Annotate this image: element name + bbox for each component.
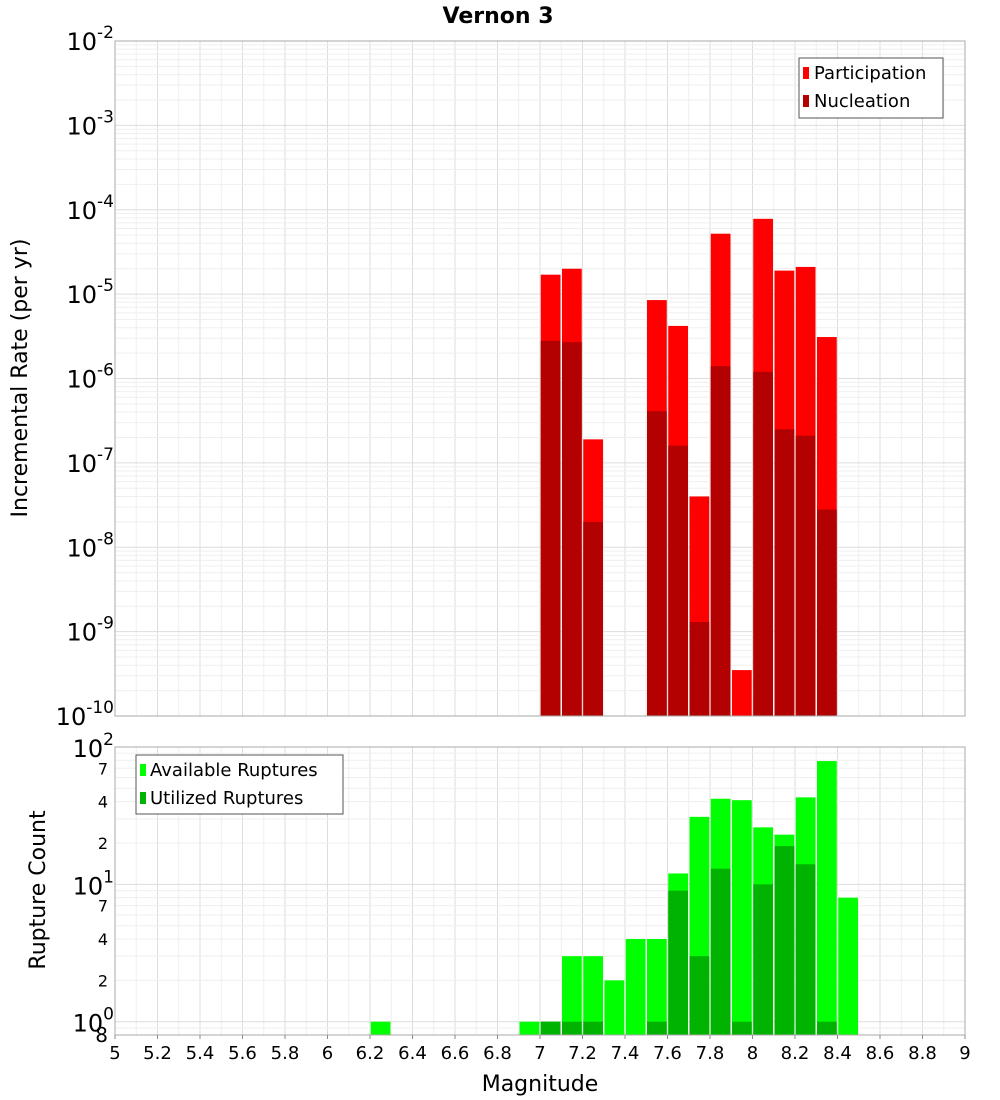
rate-y-axis-label: Incremental Rate (per yr) <box>8 239 33 518</box>
x-tick-label: 7.6 <box>653 1043 682 1064</box>
y-tick-label: 101 <box>73 867 114 900</box>
y-tick-label: 10-9 <box>67 614 115 647</box>
x-tick-label: 8.8 <box>908 1043 937 1064</box>
x-tick-label: 6.6 <box>441 1043 470 1064</box>
x-tick-label: 8.2 <box>781 1043 810 1064</box>
utilized-ruptures-bar <box>668 890 688 1035</box>
legend-swatch <box>803 67 809 79</box>
x-tick-label: 8.6 <box>866 1043 895 1064</box>
nucleation-bar <box>774 429 795 716</box>
utilized-ruptures-bar <box>774 846 795 1035</box>
y-minor-tick-label: 4 <box>98 793 108 812</box>
utilized-ruptures-bar <box>753 884 773 1035</box>
utilized-ruptures-bar <box>647 1021 667 1035</box>
y-tick-label: 10-8 <box>67 529 115 562</box>
y-tick-label: 10-6 <box>67 361 115 394</box>
nucleation-bar <box>817 509 837 716</box>
x-tick-label: 5.6 <box>228 1043 257 1064</box>
x-tick-label: 7.2 <box>568 1043 597 1064</box>
nucleation-bar <box>583 521 603 716</box>
legend-label: Nucleation <box>814 91 910 112</box>
rate-plot: 10-10 10-9 10-8 10-7 10-6 10-5 10-4 10-3 10-2 Par… <box>56 23 966 731</box>
available-ruptures-bar <box>583 956 603 1035</box>
available-ruptures-bar <box>647 939 667 1035</box>
y-minor-tick-label: 8 <box>95 1023 108 1047</box>
nucleation-bar <box>540 340 561 716</box>
available-ruptures-bar <box>519 1021 540 1035</box>
x-tick-label: 5.8 <box>271 1043 300 1064</box>
x-tick-label: 7.8 <box>696 1043 725 1064</box>
utilized-ruptures-bar <box>732 1021 752 1035</box>
utilized-ruptures-bar <box>540 1021 561 1035</box>
legend-label: Available Ruptures <box>150 760 318 781</box>
available-ruptures-bar <box>562 956 582 1035</box>
utilized-ruptures-bar <box>817 1021 837 1035</box>
available-ruptures-bar <box>732 800 752 1035</box>
y-minor-tick-label: 2 <box>98 971 108 990</box>
y-tick-label: 10-10 <box>56 698 114 731</box>
x-tick-label: 6.4 <box>398 1043 427 1064</box>
legend-swatch <box>803 95 809 107</box>
count-plot: 100 101 102 8 2 4 7 2 4 7 5 5.2 5.4 5.6 5.8 6 6.2 6.4 6.6 6… <box>73 730 971 1064</box>
x-tick-label: 6 <box>322 1043 333 1064</box>
x-tick-label: 8 <box>747 1043 758 1064</box>
chart-title: Vernon 3 <box>443 4 554 29</box>
legend-label: Utilized Ruptures <box>150 788 303 809</box>
legend-swatch <box>140 764 146 776</box>
nucleation-bar <box>795 435 816 716</box>
legend-swatch <box>140 792 146 804</box>
x-tick-label: 7.4 <box>611 1043 640 1064</box>
x-tick-label: 5.4 <box>186 1043 215 1064</box>
legend-box <box>135 754 344 815</box>
x-tick-label: 6.2 <box>356 1043 385 1064</box>
x-tick-label: 7 <box>534 1043 545 1064</box>
utilized-ruptures-bar <box>562 1021 582 1035</box>
y-minor-tick-label: 2 <box>98 834 108 853</box>
x-tick-label: 5 <box>109 1043 120 1064</box>
legend: Participation Nucleation <box>798 57 944 119</box>
nucleation-bar <box>668 445 688 716</box>
utilized-ruptures-bar <box>710 868 731 1035</box>
available-ruptures-bar <box>838 897 858 1035</box>
available-ruptures-bar <box>604 980 625 1035</box>
utilized-ruptures-bar <box>583 1021 603 1035</box>
utilized-ruptures-bar <box>795 864 816 1035</box>
nucleation-bar <box>689 622 710 716</box>
x-tick-label: 6.8 <box>483 1043 512 1064</box>
available-ruptures-bar <box>817 761 837 1035</box>
legend: Available Ruptures Utilized Ruptures <box>135 754 344 815</box>
nucleation-bar <box>647 411 667 716</box>
y-minor-tick-label: 7 <box>98 897 108 916</box>
available-ruptures-bar <box>370 1021 391 1035</box>
x-tick-label: 9 <box>959 1043 970 1064</box>
y-tick-label: 100 <box>73 1005 114 1038</box>
y-tick-label: 10-2 <box>67 23 115 56</box>
y-tick-label: 10-3 <box>67 107 115 140</box>
count-y-axis-label: Rupture Count <box>26 810 51 970</box>
nucleation-bar <box>753 371 773 716</box>
participation-bar <box>732 670 752 716</box>
y-tick-label: 102 <box>73 730 114 763</box>
y-minor-tick-label: 4 <box>98 930 108 949</box>
nucleation-bar <box>710 366 731 716</box>
x-tick-label: 5.2 <box>143 1043 172 1064</box>
x-tick-label: 8.4 <box>823 1043 852 1064</box>
y-tick-label: 10-7 <box>67 445 115 478</box>
y-tick-label: 10-4 <box>67 192 115 225</box>
y-minor-tick-label: 7 <box>98 759 108 778</box>
plot-frame <box>114 40 966 717</box>
legend-box <box>798 57 944 119</box>
y-tick-label: 10-5 <box>67 276 115 309</box>
nucleation-bar <box>562 342 582 716</box>
x-axis-label: Magnitude <box>482 1072 599 1097</box>
legend-label: Participation <box>814 63 926 84</box>
utilized-ruptures-bar <box>689 956 710 1035</box>
available-ruptures-bar <box>625 939 646 1035</box>
